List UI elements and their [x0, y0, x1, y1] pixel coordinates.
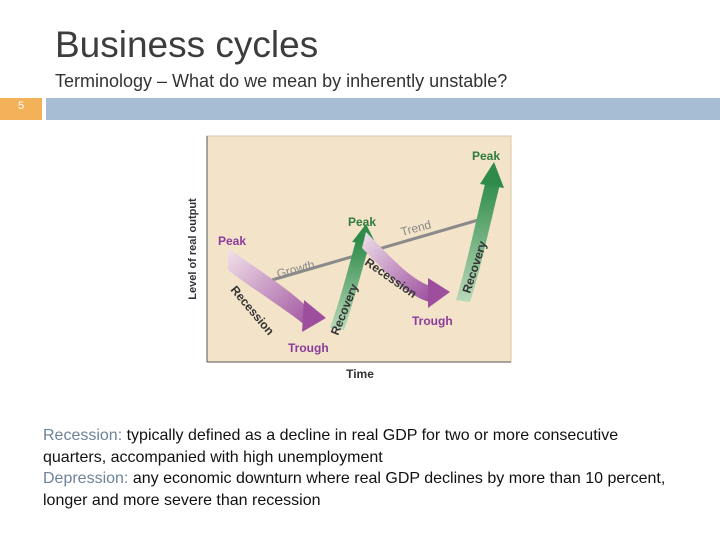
slide-subtitle: Terminology – What do we mean by inheren… — [55, 71, 508, 91]
recession-term: Recession: — [43, 427, 123, 444]
y-axis-label: Level of real output — [187, 198, 199, 300]
depression-definition: any economic downturn where real GDP dec… — [43, 470, 666, 509]
depression-term: Depression: — [43, 470, 129, 487]
recession-arrowhead-right — [428, 278, 450, 308]
trend-line — [271, 214, 493, 282]
recovery-arrowhead-right — [480, 162, 504, 188]
recession-arrowhead-left — [302, 300, 326, 332]
header-bar — [46, 98, 720, 120]
slide-number: 5 — [17, 100, 25, 112]
business-cycle-figure: Level of real output Time Peak Peak Peak… — [180, 130, 520, 386]
recession-band-left — [228, 248, 308, 326]
peak-label-right: Peak — [472, 149, 500, 163]
slide-title: Business cycles — [55, 24, 319, 65]
recovery-band-left — [330, 240, 370, 330]
trough-label-left: Trough — [288, 341, 329, 355]
recession-band-right — [362, 232, 430, 302]
definitions: Recession: typically defined as a declin… — [43, 425, 683, 511]
slide-number-badge — [0, 98, 42, 120]
recession-definition: typically defined as a decline in real G… — [43, 427, 619, 466]
trough-label-right: Trough — [412, 314, 453, 328]
peak-label-mid: Peak — [348, 215, 376, 229]
business-cycle-diagram: Level of real output Time Peak Peak Peak… — [187, 135, 512, 381]
x-axis-label: Time — [346, 367, 374, 381]
recovery-band-right — [456, 180, 500, 302]
peak-label-left: Peak — [218, 234, 246, 248]
